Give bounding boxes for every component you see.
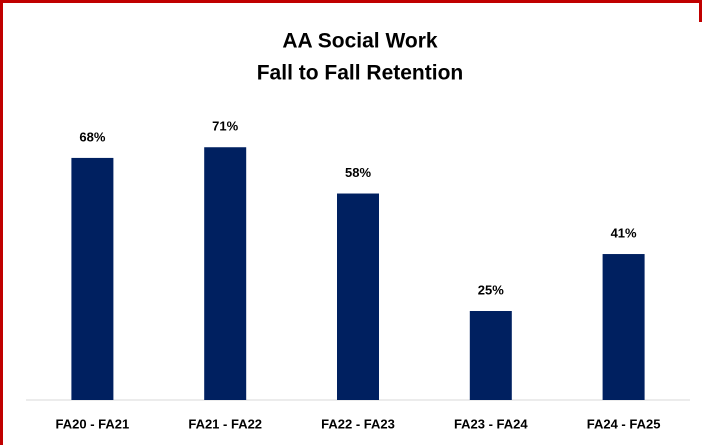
- data-label: 68%: [79, 129, 105, 144]
- x-tick-label: FA21 - FA22: [188, 416, 262, 431]
- data-label: 25%: [478, 282, 504, 297]
- bar: [204, 147, 247, 400]
- chart-title: AA Social Work: [282, 30, 438, 53]
- x-tick-label: FA24 - FA25: [587, 416, 661, 431]
- x-tick-label: FA23 - FA24: [454, 416, 528, 431]
- x-tick-label: FA22 - FA23: [321, 416, 395, 431]
- chart-title: Fall to Fall Retention: [257, 62, 464, 85]
- bar: [71, 157, 114, 400]
- border-left: [0, 0, 3, 445]
- bar: [337, 193, 379, 400]
- bar: [602, 254, 645, 400]
- border-top: [0, 0, 702, 3]
- data-label: 41%: [611, 225, 637, 240]
- bar: [469, 311, 512, 400]
- data-label: 71%: [212, 119, 238, 134]
- x-tick-label: FA20 - FA21: [56, 416, 130, 431]
- border-right: [699, 0, 702, 22]
- data-label: 58%: [345, 165, 371, 180]
